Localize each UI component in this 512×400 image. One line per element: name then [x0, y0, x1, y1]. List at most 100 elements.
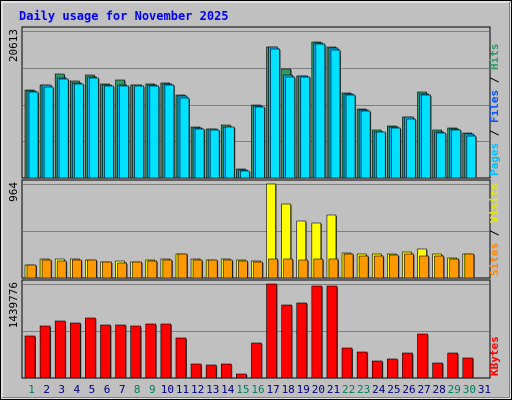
day-label-21: 21	[327, 383, 340, 396]
bar-pages-day-28	[436, 132, 446, 179]
bar-pages-day-26	[406, 118, 416, 179]
panel-bottom-axis-label: KBytes	[488, 336, 501, 376]
bar-sites-day-30	[464, 253, 475, 279]
bar-pages-day-11	[179, 97, 190, 179]
bar-pages-day-2	[43, 86, 54, 179]
bar-sites-day-27	[419, 255, 429, 279]
day-label-20: 20	[312, 383, 325, 396]
bar-pages-day-5	[89, 77, 99, 179]
day-label-3: 3	[58, 383, 65, 396]
panel-top-axis-label: Pages / Files / Hits	[488, 44, 501, 177]
day-label-16: 16	[251, 383, 264, 396]
day-label-18: 18	[282, 383, 295, 396]
bar-pages-day-17	[270, 48, 280, 179]
bar-pages-day-19	[300, 76, 311, 179]
bar-pages-day-22	[345, 94, 356, 179]
bar-sites-day-11	[177, 253, 188, 279]
bar-kbytes-day-10	[160, 323, 172, 379]
day-label-19: 19	[297, 383, 310, 396]
bar-kbytes-day-26	[402, 352, 413, 379]
day-label-6: 6	[104, 383, 111, 396]
day-label-17: 17	[266, 383, 279, 396]
bar-sites-day-24	[373, 255, 384, 279]
bar-sites-day-3	[56, 260, 67, 279]
day-label-31: 31	[478, 383, 491, 396]
bar-pages-day-15	[240, 170, 250, 179]
panel-middle-ymax-label: 964	[7, 182, 20, 202]
panel-top-axis-label-separator: /	[488, 123, 501, 143]
bar-kbytes-day-8	[130, 325, 141, 379]
day-label-29: 29	[448, 383, 461, 396]
bar-sites-day-8	[132, 261, 142, 279]
bar-sites-day-13	[207, 259, 218, 279]
bar-sites-day-2	[41, 259, 52, 279]
bar-pages-day-10	[164, 84, 175, 179]
day-label-8: 8	[134, 383, 141, 396]
day-label-15: 15	[236, 383, 249, 396]
day-label-25: 25	[387, 383, 400, 396]
bar-pages-day-14	[224, 126, 235, 179]
panel-middle-axis-label: Sites / Visits	[488, 183, 501, 276]
bar-kbytes-day-14	[220, 363, 232, 379]
bar-sites-day-29	[449, 258, 460, 279]
bar-kbytes-day-19	[296, 302, 308, 379]
bar-pages-day-27	[421, 94, 431, 179]
bar-kbytes-day-3	[54, 320, 66, 379]
day-label-12: 12	[191, 383, 204, 396]
panel-top: 20613 Pages / Files / Hits	[7, 26, 501, 179]
day-label-30: 30	[463, 383, 476, 396]
bar-kbytes-day-15	[236, 373, 247, 379]
day-label-27: 27	[417, 383, 430, 396]
bar-pages-day-13	[209, 129, 220, 179]
panel-middle-axis-label-visits: Visits	[488, 183, 501, 223]
bar-sites-day-4	[71, 259, 82, 279]
bar-kbytes-day-9	[145, 323, 157, 379]
bar-kbytes-day-7	[115, 324, 126, 379]
bar-pages-day-30	[466, 135, 477, 179]
panel-bottom: 1439776 KBytes	[7, 279, 501, 379]
bar-pages-day-25	[391, 127, 401, 179]
bar-kbytes-day-27	[417, 333, 428, 379]
day-label-4: 4	[74, 383, 81, 396]
bar-pages-day-24	[375, 131, 386, 179]
bar-sites-day-10	[162, 259, 173, 279]
bar-sites-day-6	[102, 261, 112, 279]
bar-sites-day-16	[253, 261, 263, 279]
bar-kbytes-day-22	[341, 347, 353, 379]
bar-pages-day-18	[285, 76, 295, 179]
panel-middle-axis-label-separator: /	[488, 223, 501, 243]
bar-kbytes-day-29	[447, 352, 459, 379]
bar-sites-day-1	[26, 264, 37, 279]
bar-pages-day-1	[28, 91, 39, 179]
bar-kbytes-day-17	[266, 283, 277, 379]
day-label-5: 5	[89, 383, 96, 396]
bar-kbytes-day-28	[432, 362, 443, 379]
bar-sites-day-26	[404, 253, 414, 279]
bar-kbytes-day-30	[462, 357, 474, 379]
bar-kbytes-day-20	[311, 285, 323, 379]
bar-sites-day-28	[434, 255, 444, 279]
bar-pages-day-12	[194, 128, 205, 179]
bar-kbytes-day-24	[371, 360, 383, 379]
day-label-14: 14	[221, 383, 235, 396]
bar-pages-day-6	[104, 85, 114, 179]
day-label-1: 1	[28, 383, 35, 396]
panel-bottom-ymax-label: 1439776	[7, 282, 20, 328]
panel-top-axis-label-files: Files	[488, 90, 501, 123]
day-label-28: 28	[433, 383, 446, 396]
bar-pages-day-20	[315, 43, 326, 179]
bar-sites-day-23	[358, 255, 369, 279]
day-label-2: 2	[43, 383, 50, 396]
bar-kbytes-day-21	[326, 285, 338, 379]
bar-pages-day-16	[255, 106, 265, 179]
bar-sites-day-25	[389, 254, 399, 279]
bar-pages-day-8	[134, 85, 144, 179]
panel-top-axis-label-separator: /	[488, 70, 501, 90]
bar-pages-day-21	[330, 49, 341, 179]
day-label-22: 22	[342, 383, 355, 396]
panel-top-ymax-label: 20613	[7, 29, 20, 62]
bar-kbytes-day-13	[205, 364, 217, 379]
bar-sites-day-19	[298, 259, 309, 279]
bar-kbytes-day-2	[39, 325, 51, 379]
